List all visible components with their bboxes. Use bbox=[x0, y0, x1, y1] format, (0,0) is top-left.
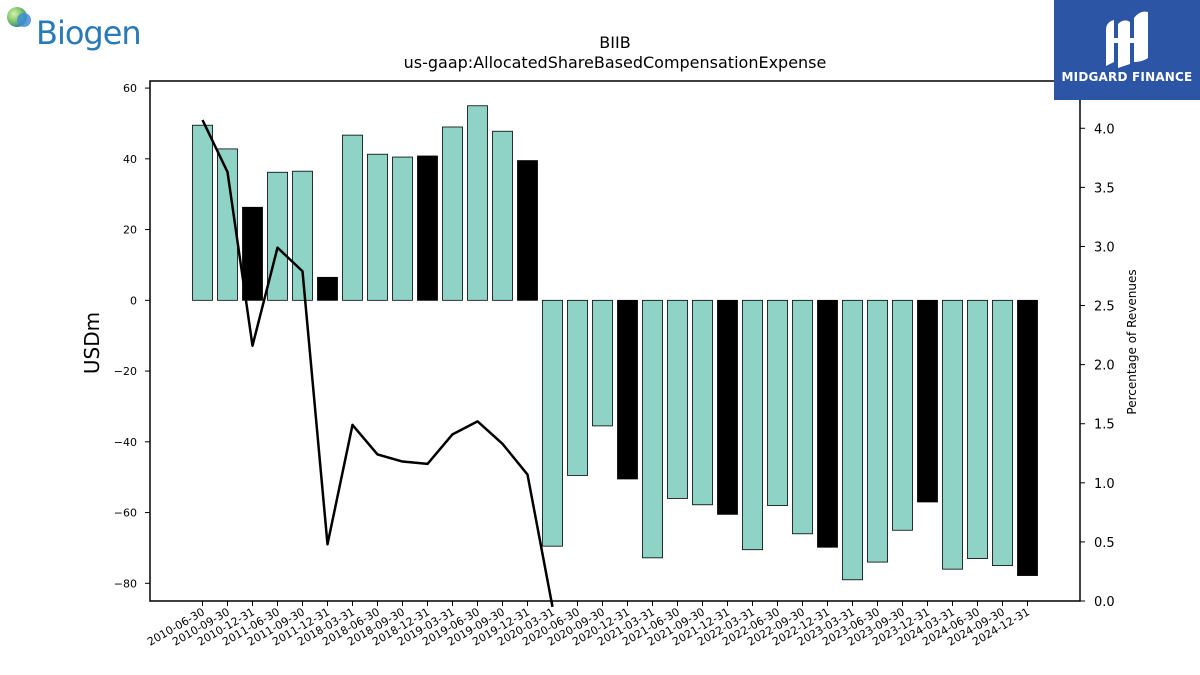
biogen-logo: Biogen bbox=[4, 4, 154, 56]
y2-tick-label: 4.0 bbox=[1094, 122, 1115, 137]
bar bbox=[792, 299, 813, 535]
bar bbox=[217, 148, 238, 301]
bar bbox=[967, 299, 988, 559]
bar bbox=[342, 134, 363, 301]
midgard-emblem-icon bbox=[1106, 11, 1148, 68]
bar bbox=[692, 299, 713, 506]
bar bbox=[742, 299, 763, 551]
y2-tick-label: 2.5 bbox=[1094, 300, 1115, 315]
y2-tick-label: 0.5 bbox=[1094, 536, 1115, 551]
y-axis-label: USDm bbox=[80, 312, 104, 374]
bar bbox=[992, 299, 1013, 567]
midgard-finance-logo: MIDGARD FINANCE bbox=[1054, 0, 1200, 100]
line-series bbox=[201, 119, 554, 608]
bar bbox=[617, 299, 638, 480]
y2-tick-label: 3.0 bbox=[1094, 240, 1115, 255]
y-tick-label: −20 bbox=[114, 365, 137, 378]
bar bbox=[717, 299, 738, 515]
bar bbox=[642, 299, 663, 559]
bar bbox=[842, 299, 863, 581]
axes: −80 −60 −40 −20 0 20 40 60 0.0 0.5 1.0 1.5 2.0 2.5 3.0… bbox=[114, 82, 1115, 648]
y-tick-label: −60 bbox=[114, 507, 137, 520]
bar bbox=[1017, 299, 1038, 576]
y-tick-label: −40 bbox=[114, 436, 137, 449]
chart-subtitle: us-gaap:AllocatedShareBasedCompensationE… bbox=[404, 53, 827, 72]
series-line bbox=[201, 119, 554, 608]
bar bbox=[442, 126, 463, 301]
y-tick-label: 20 bbox=[123, 224, 137, 237]
bar bbox=[267, 171, 288, 301]
bar bbox=[567, 299, 588, 476]
biogen-logo-text: Biogen bbox=[36, 14, 142, 52]
bar bbox=[467, 105, 488, 301]
y2-tick-label: 2.0 bbox=[1094, 359, 1115, 374]
bar bbox=[517, 160, 538, 301]
y-tick-label: 60 bbox=[123, 82, 137, 95]
bar bbox=[317, 276, 338, 301]
y2-axis-label: Percentage of Revenues bbox=[1125, 269, 1139, 414]
bar bbox=[417, 155, 438, 301]
y2-tick-label: 1.0 bbox=[1094, 477, 1115, 492]
bar bbox=[917, 299, 938, 503]
bar bbox=[817, 299, 838, 548]
y-tick-label: 0 bbox=[130, 294, 137, 307]
bar bbox=[867, 299, 888, 563]
bar bbox=[667, 299, 688, 499]
bar bbox=[367, 153, 388, 301]
chart-title: BIIB bbox=[599, 33, 630, 52]
y2-tick-label: 0.0 bbox=[1094, 595, 1115, 610]
bar bbox=[392, 156, 413, 301]
plot-frame bbox=[149, 80, 1081, 602]
y2-tick-label: 3.5 bbox=[1094, 181, 1115, 196]
y-tick-label: 40 bbox=[123, 153, 137, 166]
bar bbox=[892, 299, 913, 531]
bar bbox=[942, 299, 963, 570]
bar-series bbox=[192, 105, 1038, 581]
bar bbox=[242, 206, 263, 301]
bar bbox=[542, 299, 563, 547]
bar bbox=[592, 299, 613, 427]
midgard-finance-text: MIDGARD FINANCE bbox=[1061, 70, 1193, 84]
bar bbox=[767, 299, 788, 506]
bar bbox=[492, 130, 513, 301]
bar bbox=[192, 124, 213, 301]
y-tick-label: −80 bbox=[114, 577, 137, 590]
y2-tick-label: 1.5 bbox=[1094, 418, 1115, 433]
